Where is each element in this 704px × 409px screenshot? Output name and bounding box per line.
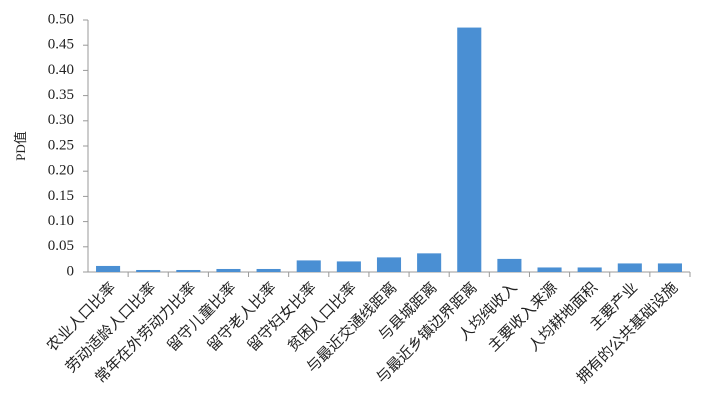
bar [136, 269, 161, 272]
bar [96, 265, 121, 272]
y-tick-label: 0.15 [48, 188, 74, 204]
y-tick-label: 0.45 [48, 37, 74, 53]
y-tick-label: 0.05 [48, 238, 74, 254]
y-tick-label: 0.20 [48, 163, 74, 179]
y-tick-label: 0.30 [48, 112, 74, 128]
x-tick-label: 主要收入来源 [485, 279, 561, 355]
bar [497, 258, 522, 272]
bar [376, 257, 402, 272]
bar [296, 260, 321, 272]
bar [256, 268, 281, 272]
bar [657, 263, 682, 272]
y-tick-label: 0.25 [48, 137, 74, 153]
x-tick-label: 人均耕地面积 [525, 279, 601, 355]
y-axis-label: PD值 [13, 131, 28, 161]
y-tick-label: 0.35 [48, 87, 74, 103]
bar [537, 267, 562, 272]
x-tick-label: 留守老人比率 [204, 279, 280, 355]
bar [577, 267, 602, 272]
y-tick-label: 0.40 [48, 62, 74, 78]
bar [336, 261, 361, 272]
x-tick-label: 留守妇女比率 [244, 279, 320, 355]
x-tick-label: 贫困人口比率 [284, 279, 360, 355]
bar [176, 269, 201, 272]
bar [457, 27, 482, 273]
x-tick-label: 农业人口比率 [44, 279, 120, 355]
y-tick-label: 0 [67, 263, 75, 279]
bar [216, 268, 241, 272]
y-tick-label: 0.10 [48, 213, 74, 229]
bar [417, 253, 442, 272]
y-tick-label: 0.50 [48, 11, 74, 27]
bar [617, 263, 642, 272]
x-tick-label: 留守儿童比率 [163, 279, 239, 355]
